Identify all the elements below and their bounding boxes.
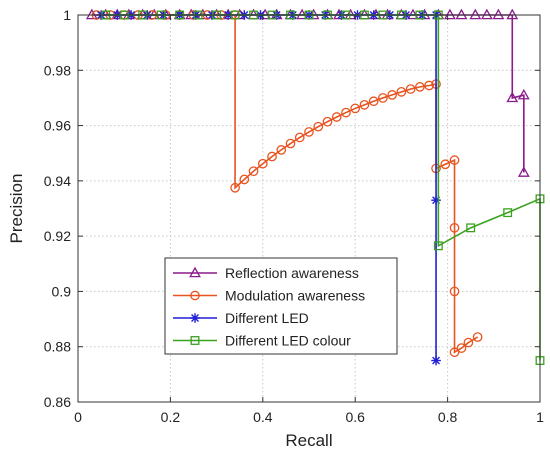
data-point-triangle (517, 88, 530, 100)
data-point-circle (359, 99, 370, 110)
data-point-star (431, 195, 441, 206)
data-point-circle (322, 116, 333, 127)
data-point-circle (449, 286, 460, 297)
plot-frame (77, 14, 541, 403)
data-point-triangle (455, 8, 468, 20)
x-tick-label: 0.4 (253, 409, 273, 425)
data-point-triangle (480, 8, 493, 20)
data-point-circle (230, 182, 240, 193)
y-tick-label: 0.96 (44, 118, 71, 134)
data-point-triangle (469, 8, 482, 20)
data-point-circle (239, 174, 250, 185)
data-point-circle (294, 132, 305, 143)
x-tick-label: 0.2 (161, 409, 181, 425)
data-point-circle (313, 121, 324, 132)
data-point-circle (304, 127, 314, 137)
data-point-circle (276, 145, 287, 155)
y-tick-label: 0.92 (44, 228, 71, 244)
data-point-triangle (189, 266, 201, 278)
data-point-circle (285, 138, 296, 149)
x-axis-label: Recall (285, 431, 332, 450)
data-point-triangle (517, 166, 530, 177)
data-point-circle (449, 347, 460, 358)
legend-item: Reflection awareness (173, 265, 359, 281)
data-point-square (433, 241, 443, 251)
y-axis-label: Precision (7, 174, 26, 244)
data-point-circle (387, 90, 398, 100)
data-point-triangle (444, 8, 456, 20)
legend-box (164, 257, 398, 355)
legend-label: Reflection awareness (225, 265, 359, 281)
data-point-circle (368, 96, 379, 107)
data-point-circle (424, 80, 434, 91)
data-point-circle (463, 337, 474, 348)
data-point-circle (350, 103, 361, 114)
legend-item: Different LED colour (173, 333, 351, 349)
data-point-circle (415, 82, 425, 92)
y-tick-label: 0.9 (52, 283, 72, 299)
y-tick-label: 0.86 (44, 394, 71, 410)
x-tick-label: 0.6 (345, 409, 365, 425)
data-point-circle (405, 84, 416, 94)
data-point-circle (267, 151, 277, 162)
star-stroke (191, 314, 199, 322)
y-tick-label: 0.94 (44, 173, 71, 189)
legend-label: Different LED colour (225, 333, 351, 349)
x-tick-label: 1 (536, 409, 544, 425)
axis-ticks: 0 0.2 0.4 0.6 0.8 1 0.86 0.88 0.9 0.92 0.94 0.96 0.9… (44, 7, 544, 425)
data-point-square (190, 336, 200, 345)
data-point-star (190, 313, 200, 323)
y-tick-label: 1 (63, 7, 71, 23)
x-tick-label: 0.8 (438, 409, 458, 425)
legend-label: Different LED (225, 310, 309, 326)
data-point-square (503, 208, 513, 218)
data-point-circle (190, 290, 200, 301)
data-point-circle (378, 93, 388, 103)
data-point-circle (440, 159, 451, 170)
x-tick-label: 0 (74, 409, 82, 425)
y-tick-label: 0.88 (44, 339, 71, 355)
data-point-circle (449, 223, 460, 233)
data-point-circle (456, 343, 467, 353)
data-point-triangle (506, 8, 519, 20)
data-point-triangle (492, 8, 505, 20)
legend-item: Different LED (173, 310, 309, 326)
data-point-circle (449, 155, 460, 165)
legend: Reflection awareness Modulation awareness… (164, 257, 398, 355)
data-point-star (431, 355, 441, 366)
star-stroke (432, 356, 441, 365)
data-point-circle (248, 166, 259, 177)
y-tick-label: 0.98 (44, 62, 71, 78)
legend-label: Modulation awareness (225, 288, 365, 304)
data-point-square (466, 223, 476, 233)
data-point-circle (341, 107, 351, 118)
data-point-circle (472, 332, 483, 342)
legend-item: Modulation awareness (173, 288, 365, 304)
data-point-triangle (85, 8, 98, 20)
data-point-circle (331, 112, 342, 122)
data-point-circle (396, 86, 407, 97)
data-point-triangle (506, 91, 519, 103)
data-point-circle (257, 158, 268, 169)
